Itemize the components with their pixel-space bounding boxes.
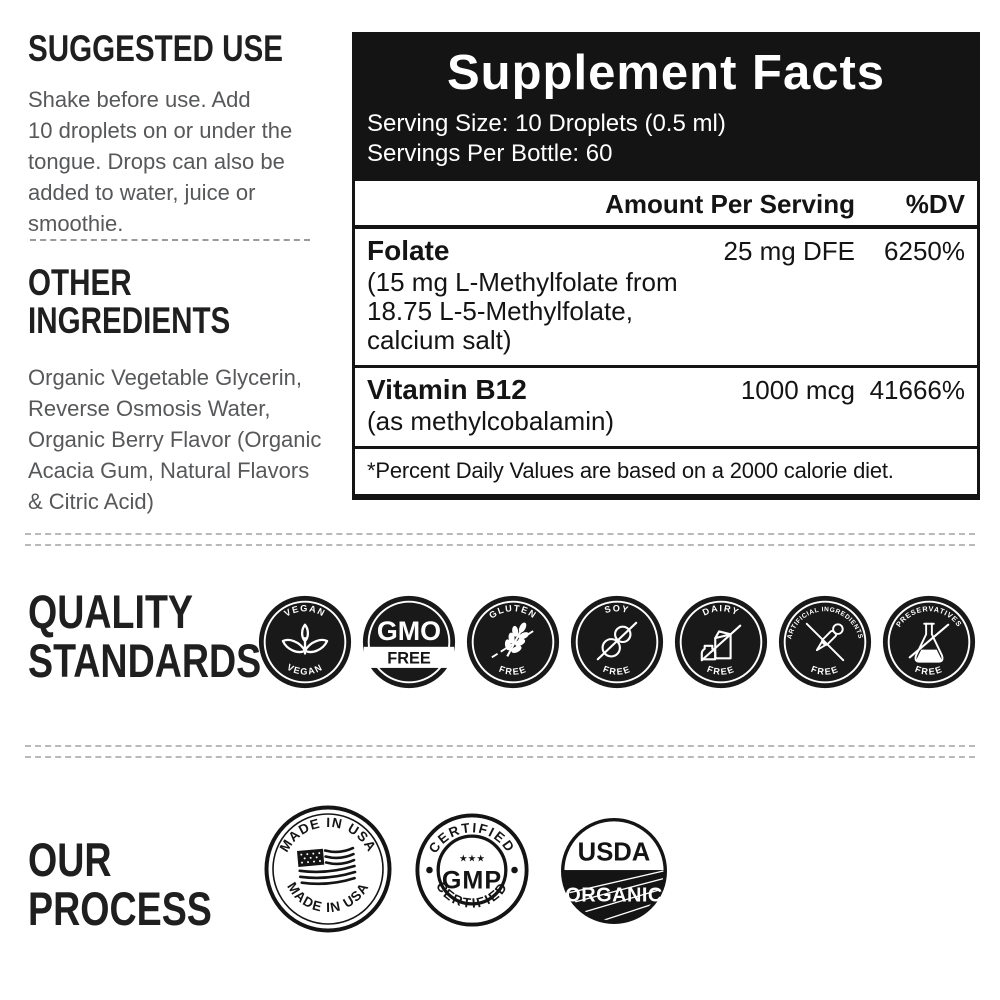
badge-dairy-free: DAIRY FREE xyxy=(674,595,768,689)
nutrient-name: Vitamin B12 xyxy=(367,374,527,405)
our-process-title: OUR PROCESS xyxy=(28,833,212,935)
free-label: FREE xyxy=(387,650,431,668)
nutrient-row-b12: Vitamin B12 1000 mcg 41666% (as methylco… xyxy=(355,368,977,449)
badge-top-label: USDA xyxy=(578,839,651,867)
wheat-icon xyxy=(491,622,535,659)
svg-text:SOY: SOY xyxy=(603,603,630,615)
nutrient-row-folate: Folate 25 mg DFE 6250% (15 mg L-Methylfo… xyxy=(355,229,977,368)
svg-text:FREE: FREE xyxy=(498,664,529,677)
badge-top-label: VEGAN xyxy=(282,603,326,618)
badge-bottom-label: FREE xyxy=(498,664,527,677)
badge-bottom-label: FREE xyxy=(914,664,943,677)
badge-bottom-label: FREE xyxy=(602,664,631,677)
quality-standards-title: QUALITY STANDARDS xyxy=(28,585,262,687)
dv-header: %DV xyxy=(905,189,965,219)
badge-gmp-certified: CERTIFIED CERTIFIED ★★★ GMP xyxy=(415,813,529,927)
left-dot xyxy=(426,866,433,874)
section-divider-dashed xyxy=(30,239,310,241)
badge-soy-free: SOY FREE xyxy=(570,595,664,689)
svg-text:FREE: FREE xyxy=(810,664,841,677)
flask-icon xyxy=(908,622,950,663)
badge-bottom-label: ORGANIC xyxy=(565,884,662,906)
svg-text:FREE: FREE xyxy=(914,664,945,677)
nutrient-dv: 6250% xyxy=(884,236,965,266)
right-dot xyxy=(511,866,518,874)
svg-text:DAIRY: DAIRY xyxy=(701,603,741,617)
dropper-icon xyxy=(805,622,845,662)
badge-bottom-label: FREE xyxy=(706,664,735,677)
badge-top-label: SOY xyxy=(603,603,629,615)
svg-text:FREE: FREE xyxy=(706,664,737,677)
gmo-label: GMO xyxy=(377,616,441,646)
serving-size: Serving Size: 10 Droplets (0.5 ml) xyxy=(367,110,726,137)
soybean-icon xyxy=(596,621,638,661)
dotted-divider xyxy=(25,745,975,758)
supplement-facts-title: Supplement Facts xyxy=(446,46,886,100)
other-ingredients-body: Organic Vegetable Glycerin, Reverse Osmo… xyxy=(28,365,322,514)
servings-per-bottle: Servings Per Bottle: 60 xyxy=(367,140,613,167)
badge-preservatives-free: PRESERVATIVES FREE xyxy=(882,595,976,689)
svg-text:VEGAN: VEGAN xyxy=(282,603,327,618)
badge-bottom-label: VEGAN xyxy=(285,662,323,677)
gmo-free-band xyxy=(363,646,455,668)
badge-usda-organic: USDA ORGANIC xyxy=(560,817,668,925)
supplement-facts-panel: Supplement Facts Serving Size: 10 Drople… xyxy=(352,32,980,500)
other-ingredients-title: OTHER INGREDIENTS xyxy=(28,262,231,342)
badge-made-in-usa: MADE IN USA MADE IN USA xyxy=(264,805,392,933)
nutrient-dv: 41666% xyxy=(869,375,965,405)
badge-top-label: DAIRY xyxy=(701,603,740,617)
supplement-facts-header: Supplement Facts Serving Size: 10 Drople… xyxy=(355,35,977,181)
facts-column-headers: Amount Per Serving %DV xyxy=(355,181,977,229)
us-flag-icon xyxy=(297,846,357,886)
badge-gmo-free: GMO FREE xyxy=(362,595,456,689)
suggested-use-body: Shake before use. Add 10 droplets on or … xyxy=(28,87,293,236)
badge-bottom-label: FREE xyxy=(810,664,839,677)
badge-center-label: GMP xyxy=(442,866,502,894)
svg-text:VEGAN: VEGAN xyxy=(285,662,324,677)
svg-text:FREE: FREE xyxy=(602,664,633,677)
milk-carton-icon xyxy=(700,624,742,662)
dv-footnote: *Percent Daily Values are based on a 200… xyxy=(367,458,894,483)
badge-gluten-free: GLUTEN FREE xyxy=(466,595,560,689)
nutrient-amount: 1000 mcg xyxy=(740,375,855,405)
suggested-use-title: SUGGESTED USE xyxy=(28,28,283,69)
nutrient-detail: (as methylcobalamin) xyxy=(367,406,615,436)
badge-artificial-ingredients-free: ARTIFICIAL INGREDIENTS FREE xyxy=(778,595,872,689)
nutrient-detail: (15 mg L-Methylfolate from 18.75 L-5-Met… xyxy=(367,267,678,355)
vegan-leaf-icon xyxy=(281,623,329,655)
amount-per-serving-header: Amount Per Serving xyxy=(605,189,855,219)
gmp-stars-icon: ★★★ xyxy=(459,853,485,864)
nutrient-name: Folate xyxy=(367,235,450,266)
badge-vegan: VEGAN VEGAN xyxy=(258,595,352,689)
nutrient-amount: 25 mg DFE xyxy=(723,236,856,266)
dotted-divider xyxy=(25,533,975,546)
